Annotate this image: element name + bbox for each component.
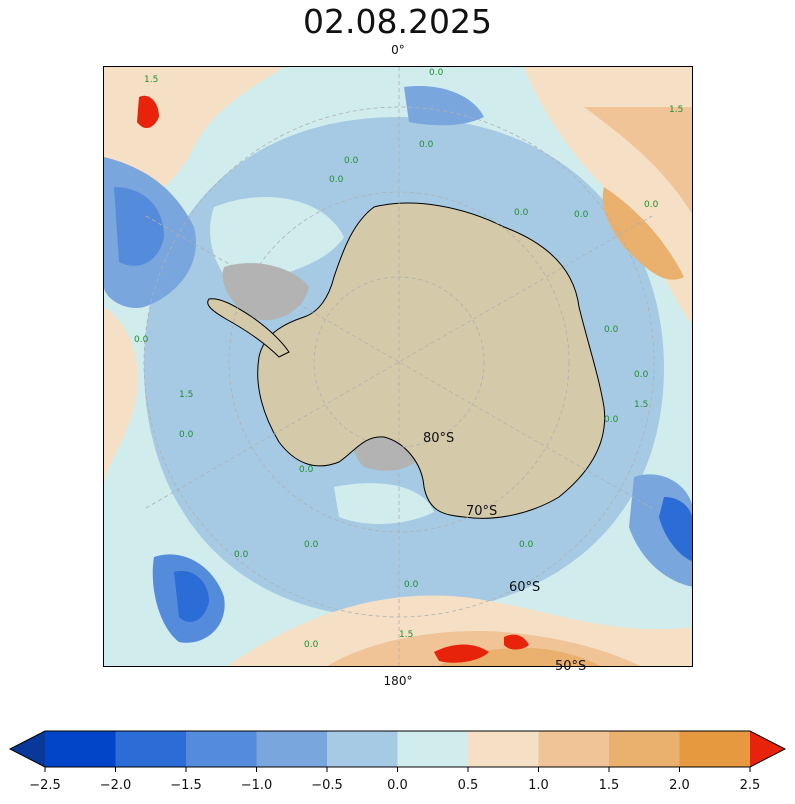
colorbar-tick-label: −2.0 [99,778,132,793]
colorbar-swatch [538,731,610,767]
contour-label: 0.0 [574,210,589,220]
contour-label: 0.0 [634,370,649,380]
ross-near-zero [334,483,434,524]
colorbar-swatch [256,731,328,767]
contour-labels: 0.0 0.0 0.0 0.0 0.0 0.0 0.0 0.0 0.0 0.0 … [134,68,683,650]
colorbar-tick-label: −1.5 [170,778,202,793]
contour-label: 0.0 [514,208,529,218]
contour-label: 1.5 [634,400,648,410]
contour-label: 0.0 [179,430,194,440]
colorbar-tick-label: 2.5 [739,778,761,793]
contour-label: 1.5 [399,630,413,640]
colorbar-swatch [397,731,469,767]
contour-label: 1.5 [144,75,158,85]
contour-label: 0.0 [304,540,319,550]
colorbar-tick-label: −0.5 [311,778,343,793]
contour-label: 1.5 [669,105,683,115]
colorbar-under-arrow [10,731,45,767]
extreme-anomaly-patches [137,95,529,663]
contour-label: 0.0 [429,68,444,78]
contour-label: 0.0 [304,640,319,650]
map-panel: 0.0 0.0 0.0 0.0 0.0 0.0 0.0 0.0 0.0 0.0 … [103,66,693,667]
contour-label: 0.0 [644,200,659,210]
contour-label: 0.0 [344,156,359,166]
colorbar-tick-label: 2.0 [669,778,690,793]
contour-label: 1.5 [179,390,193,400]
contour-label: 0.0 [404,580,419,590]
colorbar-tick-label: −1.0 [240,778,273,793]
colorbar-over-arrow [750,731,785,767]
colorbar-tick-label: 0.0 [387,778,408,793]
lat-label-70s: 70°S [466,504,498,519]
contour-label: 0.0 [519,540,534,550]
lon-label-top: 0° [391,43,405,57]
colorbar-swatches [45,731,751,767]
colorbar-swatch [679,731,751,767]
colorbar-tick-marks [44,767,751,772]
lat-label-80s: 80°S [423,431,455,446]
contour-label: 0.0 [604,415,619,425]
colorbar-tick-label: 1.0 [528,778,549,793]
contour-label: 0.0 [419,140,434,150]
colorbar-swatch [186,731,257,767]
ice-shelf-weddell [222,263,309,321]
colorbar-swatch [327,731,398,767]
colorbar [8,730,787,772]
lat-label-50s: 50°S [555,659,587,674]
colorbar-swatch [609,731,680,767]
polar-map: 0.0 0.0 0.0 0.0 0.0 0.0 0.0 0.0 0.0 0.0 … [104,67,692,666]
antarctic-peninsula [207,298,290,358]
colorbar-swatch [115,731,187,767]
contour-label: 0.0 [134,335,149,345]
colorbar-swatch [468,731,539,767]
lon-label-bottom: 180° [383,674,413,688]
contour-label: 0.0 [299,465,314,475]
contour-label: 0.0 [604,325,619,335]
colorbar-tick-label: 0.5 [457,778,479,793]
map-title: 02.08.2025 [303,2,492,41]
colorbar-swatch [45,731,116,767]
graticule [143,67,655,666]
colorbar-tick-label: 1.5 [598,778,620,793]
colorbar-tick-label: −2.5 [29,778,61,793]
lat-label-60s: 60°S [509,580,541,595]
antarctica-land [257,202,606,519]
contour-label: 0.0 [234,550,249,560]
contour-label: 0.0 [329,175,344,185]
negative-anomaly-patches [104,86,692,643]
